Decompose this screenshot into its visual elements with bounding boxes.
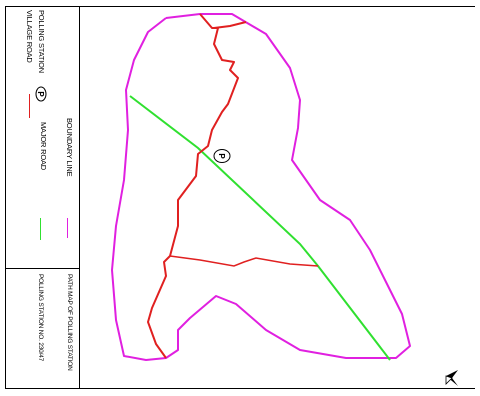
village-road-main <box>148 14 238 358</box>
north-arrow-icon <box>446 370 458 386</box>
major-road <box>130 96 390 360</box>
village-road-top-spur <box>214 22 246 28</box>
village-road-cross <box>170 256 318 266</box>
map-marker-glyph: P <box>217 153 226 159</box>
polling-station-map-marker-icon: P <box>214 150 230 163</box>
boundary-line <box>112 14 410 360</box>
